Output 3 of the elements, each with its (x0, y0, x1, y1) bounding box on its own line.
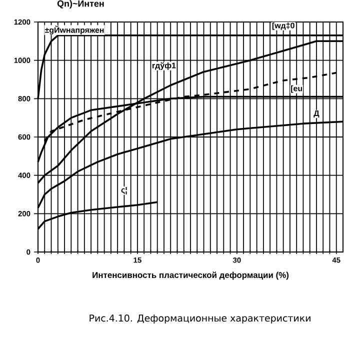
chart-title: Qn)~Интен (57, 0, 104, 9)
x-axis-title: Интенсивность пластической деформации (%) (92, 272, 289, 280)
text: Рис.4.10. Деформационные характеристики (90, 314, 310, 324)
